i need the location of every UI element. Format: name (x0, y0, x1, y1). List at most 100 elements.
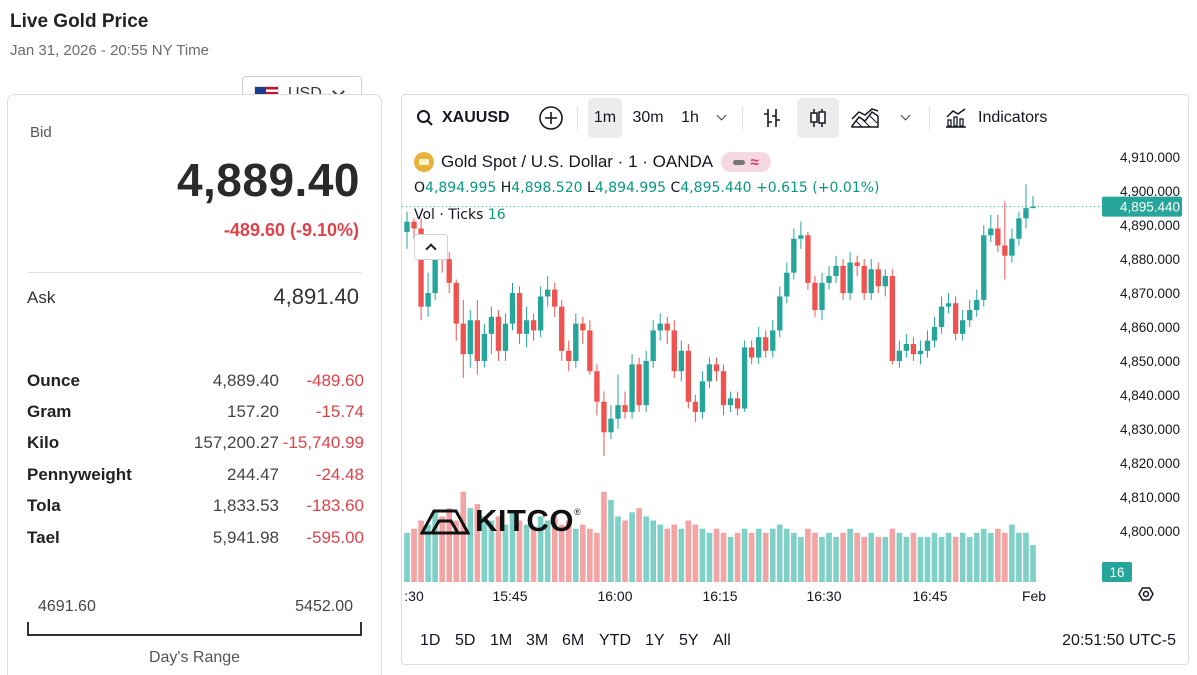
page-title: Live Gold Price (10, 11, 149, 32)
candle-body (896, 350, 903, 361)
bars-icon (764, 109, 780, 127)
chart-type-dropdown[interactable] (892, 98, 918, 138)
volume-bar (558, 524, 565, 582)
volume-bar (650, 520, 656, 582)
legend-status-badge[interactable]: ≈ (721, 152, 772, 172)
volume-bar (917, 536, 924, 582)
candle-body (1002, 245, 1008, 256)
interval-1m[interactable]: 1m (588, 98, 622, 138)
range-selector: 1D 5D 1M 3M 6M YTD 1Y 5Y All 20:51:50 UT… (402, 620, 1188, 664)
area-chart-icon (851, 108, 879, 128)
range-ytd[interactable]: YTD (599, 632, 631, 649)
candle-body (699, 381, 706, 412)
unit-row-tael: Tael 5,941.98 -595.00 (27, 522, 364, 553)
legend-title: Gold Spot / U.S. Dollar · 1 · OANDA (441, 152, 714, 171)
kitco-registered-mark: ® (573, 507, 581, 517)
candle-body (910, 344, 917, 355)
candlestick-chart[interactable]: 4,910.000 4,900.000 4,890.000 4,880.000 4,87… (402, 141, 1189, 621)
candle-body (474, 320, 481, 361)
range-1m[interactable]: 1M (490, 632, 513, 649)
candle-body (545, 289, 551, 297)
interval-1h[interactable]: 1h (681, 109, 699, 126)
volume-bar (530, 528, 537, 582)
range-5d[interactable]: 5D (455, 632, 476, 649)
candle-body (706, 364, 713, 382)
candle-body (967, 310, 973, 321)
gold-bar-icon (414, 152, 434, 172)
volume-bar (776, 524, 783, 582)
unit-name: Gram (27, 402, 72, 422)
candle-body (411, 221, 417, 229)
candle-body (945, 303, 952, 307)
volume-bar (699, 528, 706, 582)
chevron-down-icon (716, 110, 726, 121)
symbol-search[interactable]: XAUUSD (410, 98, 510, 138)
candle-body (924, 340, 931, 351)
volume-bar (488, 520, 495, 582)
volume-bar (805, 528, 811, 582)
candle-body (720, 371, 727, 406)
volume-bar (769, 528, 776, 582)
volume-bar (523, 524, 530, 582)
range-all[interactable]: All (713, 632, 731, 649)
settings-icon[interactable] (1138, 587, 1154, 601)
legend-open: 4,894.995 (425, 180, 497, 196)
volume-bar (1002, 532, 1008, 582)
volume-bar (594, 532, 600, 582)
indicators-button[interactable]: Indicators (940, 98, 1060, 138)
candle-body (425, 293, 431, 307)
bar-style-button[interactable] (754, 98, 790, 138)
indicators-label: Indicators (978, 109, 1048, 126)
volume-bar (819, 536, 825, 582)
candle-body (404, 221, 410, 232)
unit-row-ounce: Ounce 4,889.40 -489.60 (27, 365, 364, 396)
y-axis-tick: 4,810.000 (1120, 490, 1180, 505)
unit-name: Kilo (27, 433, 60, 453)
interval-dropdown[interactable] (708, 98, 734, 138)
legend-title-row: Gold Spot / U.S. Dollar · 1 · OANDA ≈ (414, 152, 772, 172)
volume-bar (418, 520, 424, 582)
volume-bar (685, 520, 692, 582)
volume-bar (509, 512, 516, 582)
volume-bar (945, 532, 952, 582)
volume-bar (516, 520, 523, 582)
interval-30m[interactable]: 30m (632, 109, 664, 126)
range-5y[interactable]: 5Y (679, 632, 699, 649)
collapse-legend-button[interactable] (414, 234, 448, 260)
candle-body (734, 398, 741, 409)
ask-label: Ask (27, 288, 56, 307)
volume-bar (657, 524, 664, 582)
volume-bar (537, 516, 544, 582)
chevron-down-icon (900, 110, 910, 121)
candle-body (580, 323, 586, 331)
volume-bar (833, 536, 839, 582)
range-6m[interactable]: 6M (562, 632, 585, 649)
volume-bar (734, 532, 741, 582)
toolbar-separator (577, 106, 578, 130)
candle-body (636, 364, 642, 406)
volume-bar (432, 512, 438, 582)
y-axis-tick: 4,830.000 (1120, 422, 1180, 437)
candle-style-button[interactable] (797, 98, 839, 138)
candle-body (650, 330, 656, 361)
candle-body (1009, 238, 1015, 256)
area-style-button[interactable] (847, 98, 883, 138)
toolbar-separator (929, 106, 930, 130)
candle-body (495, 316, 502, 351)
range-3m[interactable]: 3M (526, 632, 549, 649)
volume-bar (966, 536, 973, 582)
compare-button[interactable] (535, 98, 567, 138)
range-1d[interactable]: 1D (420, 632, 441, 649)
candle-body (643, 360, 649, 406)
volume-bar (812, 532, 818, 582)
candle-body (629, 364, 635, 412)
range-low: 4691.60 (38, 598, 96, 615)
candle-body (812, 282, 818, 311)
candle-body (770, 330, 776, 351)
unit-row-tola: Tola 1,833.53 -183.60 (27, 491, 364, 522)
range-1y[interactable]: 1Y (645, 632, 665, 649)
candle-body (840, 265, 846, 294)
x-axis-tick: 16:00 (597, 588, 632, 604)
candle-body (756, 337, 762, 358)
legend-c-label: C (670, 180, 681, 196)
